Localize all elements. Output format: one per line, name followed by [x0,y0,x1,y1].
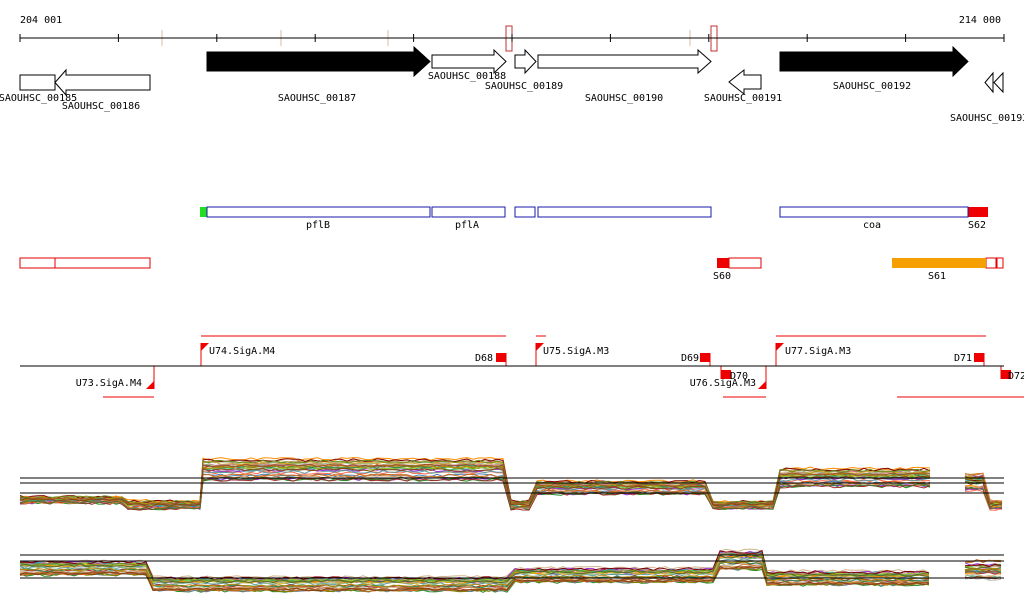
gene-track[interactable]: SAOUHSC_00185 SAOUHSC_00186 SAOUHSC_0018… [0,45,1024,124]
expression-series-line [19,477,931,511]
tss-label-U73: U73.SigA.M4 [76,378,142,389]
terminator-marker [496,353,506,362]
gene-label: SAOUHSC_00192 [833,81,911,92]
terminator-label-D71: D71 [954,353,972,364]
operon-track[interactable]: pflB pflA coa S62 [200,206,988,231]
gene-arrow[interactable] [514,48,537,75]
gene-SAOUHSC_00185[interactable]: SAOUHSC_00185 [0,74,77,104]
tss-label-U74: U74.SigA.M4 [209,346,275,357]
expression-series-line [19,476,931,510]
coord-start: 204 001 [20,15,62,26]
gene-arrow[interactable] [431,48,507,75]
tss-flag [758,381,766,389]
gene-label: SAOUHSC_00187 [278,93,356,104]
gene-arrow[interactable] [728,68,762,96]
gene-label: SAOUHSC_00190 [585,93,663,104]
expression-series-line [964,563,1002,568]
gene-label: SAOUHSC_00191 [704,93,782,104]
tss-label-U75: U75.SigA.M3 [543,346,609,357]
antisense-box-S60 [717,258,729,268]
gene-label: SAOUHSC_00185 [0,93,77,104]
expression-series-line [964,489,1003,511]
terminator-marker [1001,370,1011,379]
expression-series-line [19,560,930,588]
gene-SAOUHSC_00187[interactable]: SAOUHSC_00187 [206,45,431,104]
terminator-label-D68: D68 [475,353,493,364]
expression-series-line [964,481,1003,508]
coordinate-ruler: 204 001 214 000 [19,15,1005,52]
expression-series-line [19,553,930,583]
gene-SAOUHSC_00193[interactable]: SAOUHSC_00193 [950,71,1024,124]
operon-label-coa: coa [863,220,881,231]
terminator-label-D72: D72 [1008,371,1024,382]
tss-label-U77: U77.SigA.M3 [785,346,851,357]
expression-series-line [19,563,930,591]
gene-arrow[interactable] [206,45,431,78]
terminator-marker [700,353,710,362]
expression-series-line [964,487,1002,510]
operon-box [537,206,712,218]
gene-arrow[interactable] [19,74,56,91]
operon-box [431,206,506,218]
terminator-marker [974,353,984,362]
gene-SAOUHSC_00186[interactable]: SAOUHSC_00186 [54,68,151,112]
expression-profile-forward [19,457,1004,511]
operon-box-S62 [968,207,988,217]
terminator-label-D69: D69 [681,353,699,364]
antisense-label-S60: S60 [713,271,731,282]
gene-SAOUHSC_00192[interactable]: SAOUHSC_00192 [779,45,969,92]
antisense-box [996,257,1004,269]
terminator-label-D70: D70 [730,371,748,382]
antisense-track[interactable]: S60 S61 [19,257,1004,282]
gene-arrow[interactable] [54,68,151,97]
gene-label: SAOUHSC_00189 [485,81,563,92]
antisense-box [19,257,56,269]
operon-box [206,206,431,218]
operon-box [514,206,536,218]
tss-flag [536,343,544,351]
antisense-box [985,257,997,269]
expression-series-line [19,459,931,504]
gene-arrow[interactable] [984,71,1004,94]
tss-flag [201,343,209,351]
terminator-marker [721,370,731,379]
gene-SAOUHSC_00190[interactable]: SAOUHSC_00190 [537,48,712,104]
tss-flag [776,343,784,351]
operon-start-marker [200,207,207,217]
expression-series-line [964,572,1002,577]
operon-label-S62: S62 [968,220,986,231]
expression-series-line [19,554,930,584]
expression-profile-reverse [19,548,1004,593]
antisense-label-S61: S61 [928,271,946,282]
gene-SAOUHSC_00188[interactable]: SAOUHSC_00188 [428,48,507,82]
operon-box [779,206,969,218]
expression-series-line [964,567,1002,572]
coord-end: 214 000 [959,15,1001,26]
tss-label-U76: U76.SigA.M3 [690,378,756,389]
gene-SAOUHSC_00191[interactable]: SAOUHSC_00191 [704,68,782,104]
tss-flag [146,381,154,389]
gene-arrow[interactable] [537,48,712,75]
expression-series-line [964,570,1002,575]
antisense-box [54,257,151,269]
gene-label: SAOUHSC_00188 [428,71,506,82]
antisense-box [728,257,762,269]
gene-label: SAOUHSC_00186 [62,101,140,112]
gene-label: SAOUHSC_00193 [950,113,1024,124]
gene-arrow[interactable] [779,45,969,78]
antisense-box-S61 [892,258,986,268]
expression-series-line [19,565,930,592]
operon-label-pflB: pflB [306,220,330,231]
tss-terminator-track[interactable]: U74.SigA.M4 U75.SigA.M3 U77.SigA.M3 U73.… [20,335,1024,398]
operon-label-pflA: pflA [455,220,479,231]
gene-SAOUHSC_00189[interactable]: SAOUHSC_00189 [485,48,563,92]
expression-series-line [19,467,931,507]
expression-series-line [19,463,931,506]
